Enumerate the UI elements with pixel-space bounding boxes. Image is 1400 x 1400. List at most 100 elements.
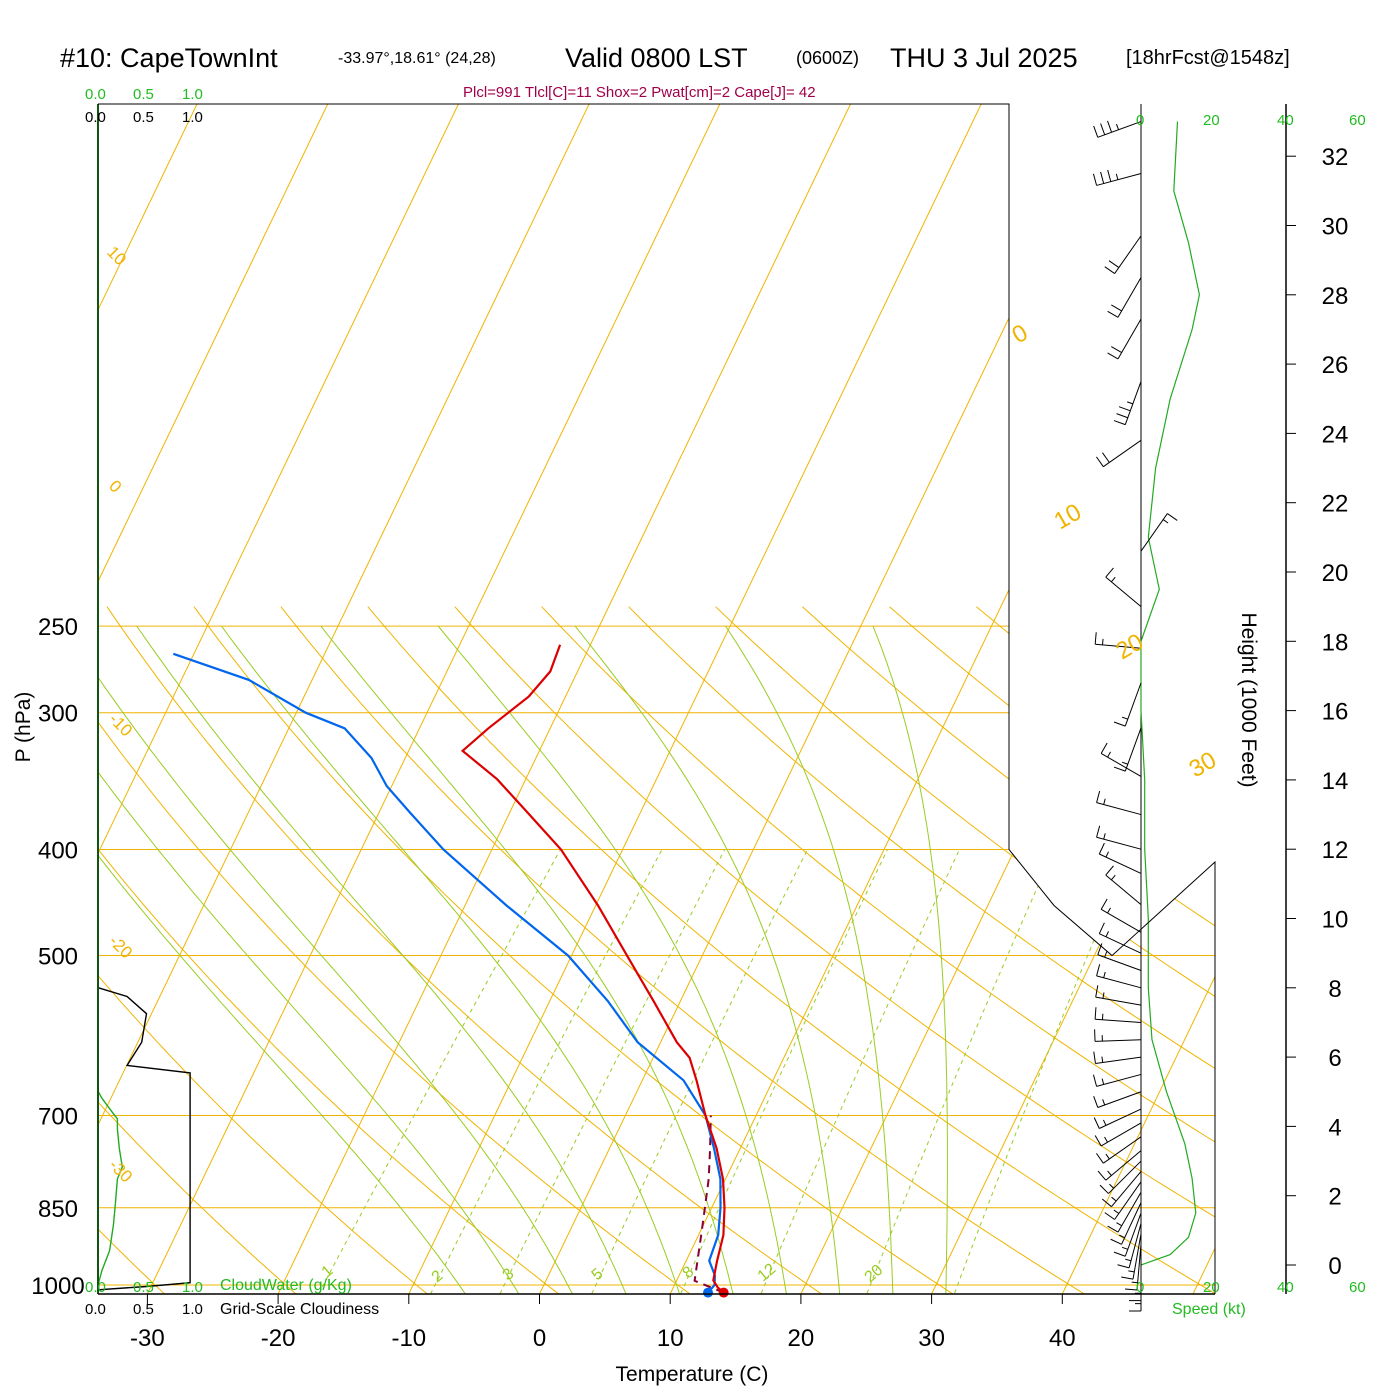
wind-barb-half xyxy=(1102,992,1105,999)
wind-barb-half xyxy=(1104,951,1108,958)
wind-barb-flag xyxy=(1100,898,1108,910)
temperature-tick-label: -20 xyxy=(261,1325,296,1352)
wind-barb xyxy=(1095,996,1142,1006)
isotherm-label: 10 xyxy=(103,242,130,269)
isotherm-label: -20 xyxy=(105,931,136,962)
cloudiness-tick-2: 1.0 xyxy=(182,109,203,126)
wind-barb-half xyxy=(1102,638,1104,645)
moist-adiabat-line xyxy=(437,625,790,1294)
wind-barb-half xyxy=(1111,874,1116,881)
wind-barb-flag xyxy=(1167,513,1178,521)
dry-adiabat-line xyxy=(454,606,1215,1294)
height-tick-label: 18 xyxy=(1322,629,1349,656)
dry-adiabat-line xyxy=(1149,606,1215,1294)
wind-barb-half xyxy=(1107,907,1111,914)
mixing-ratio-label: 2 xyxy=(429,1267,447,1286)
plot-frame xyxy=(97,103,1216,1295)
wind-barb-flag xyxy=(1117,1264,1130,1269)
wind-barb-flag xyxy=(1107,169,1112,182)
wind-barb-flag xyxy=(1104,266,1115,274)
cloudiness-tick-1: 0.5 xyxy=(133,109,154,126)
height-tick-label: 12 xyxy=(1322,837,1349,864)
wind-barb-flag xyxy=(1107,120,1113,133)
wind-barb xyxy=(1097,121,1142,138)
wind-barb xyxy=(1100,1122,1142,1147)
speed-tick-bottom-0: 0 xyxy=(1136,1279,1144,1296)
wind-barb-flag xyxy=(1096,825,1101,838)
surface-dewpoint-dot xyxy=(702,1287,713,1298)
cloudiness-tick-bottom-1: 0.5 xyxy=(133,1301,154,1318)
parcel-profile-line xyxy=(693,1115,725,1294)
cloudiness-label: Grid-Scale Cloudiness xyxy=(220,1301,379,1318)
wind-barb-half xyxy=(1105,1153,1110,1160)
pressure-tick-label: 850 xyxy=(38,1196,78,1223)
wind-barb xyxy=(1114,1181,1142,1220)
moist-adiabat-line xyxy=(136,625,633,1294)
dry-adiabat-line xyxy=(1062,606,1215,1294)
cloudwater-label: CloudWater (g/Kg) xyxy=(220,1277,352,1294)
isotherm-label: 10 xyxy=(1050,498,1087,535)
height-tick-label: 20 xyxy=(1322,560,1349,587)
isotherm-label: -10 xyxy=(105,709,136,740)
wind-barb-flag xyxy=(1100,742,1108,754)
cloudwater-tick-2: 1.0 xyxy=(182,86,203,103)
pressure-tick-label: 500 xyxy=(38,944,78,971)
mixing-ratio-line xyxy=(673,849,888,1294)
wind-barb-half xyxy=(1125,1258,1132,1262)
wind-barb-half xyxy=(1109,1183,1115,1189)
pressure-tick-label: 700 xyxy=(38,1104,78,1131)
wind-barb-flag xyxy=(1093,1096,1099,1108)
isotherm-line xyxy=(98,104,590,1294)
temperature-profile-line xyxy=(460,644,726,1294)
dry-adiabat-line xyxy=(367,606,1215,1294)
wind-barb xyxy=(1124,682,1142,727)
y-axis-title: P (hPa) xyxy=(12,692,35,763)
speed-tick-top-0: 0 xyxy=(1136,112,1144,129)
wind-barb-flag xyxy=(1095,985,1099,998)
pressure-tick-label: 250 xyxy=(38,614,78,641)
height-tick-label: 28 xyxy=(1322,283,1349,310)
mixing-ratio-label: 5 xyxy=(589,1265,607,1284)
temperature-tick-label: -10 xyxy=(391,1325,426,1352)
wind-barb xyxy=(1124,727,1142,772)
wind-barb-half xyxy=(1121,1246,1128,1250)
wind-speed-line xyxy=(1140,121,1201,1266)
wind-barb-flag xyxy=(1105,865,1114,876)
temperature-tick-label: -30 xyxy=(130,1325,165,1352)
title-forecast: [18hrFcst@1548z] xyxy=(1126,47,1290,69)
wind-barb xyxy=(1096,1073,1142,1087)
title-zulu: (0600Z) xyxy=(796,48,859,68)
cloudiness-line xyxy=(97,987,191,1291)
wind-barb-flag xyxy=(1093,125,1099,138)
wind-barb-half xyxy=(1104,1136,1108,1143)
mixing-ratio-label: 12 xyxy=(755,1261,780,1286)
wind-barb-flag xyxy=(1096,790,1101,803)
wind-barb-flag xyxy=(1092,173,1098,186)
wind-barb-half xyxy=(1103,833,1106,840)
wind-barb-flag xyxy=(1102,452,1110,463)
title-station: #10: CapeTownInt xyxy=(60,43,278,73)
isotherm-line xyxy=(98,104,198,1294)
wind-barb-flag xyxy=(1104,1212,1115,1220)
cloudiness-tick-bottom-2: 1.0 xyxy=(182,1301,203,1318)
moist-adiabat-line xyxy=(320,625,737,1294)
wind-barb xyxy=(1105,1150,1142,1181)
wind-barb-half xyxy=(1121,761,1128,765)
title-coords: -33.97°,18.61° (24,28) xyxy=(338,50,496,67)
wind-barb-half xyxy=(1102,1099,1106,1106)
wind-barb-half xyxy=(1105,931,1109,938)
wind-barb xyxy=(1114,235,1142,274)
height-tick-label: 24 xyxy=(1322,421,1349,448)
speed-tick-top-2: 40 xyxy=(1277,112,1294,129)
wind-barb xyxy=(1100,908,1142,933)
cloudiness-tick-0: 0.0 xyxy=(85,109,106,126)
mixing-ratio-label: 20 xyxy=(862,1262,887,1287)
cloudwater-tick-1: 0.5 xyxy=(133,86,154,103)
temperature-tick-label: 0 xyxy=(533,1325,546,1352)
speed-tick-top-1: 20 xyxy=(1203,112,1220,129)
moist-adiabat-line xyxy=(725,625,894,1294)
mixing-ratio-line xyxy=(754,849,960,1294)
wind-barb-half xyxy=(1103,971,1106,978)
